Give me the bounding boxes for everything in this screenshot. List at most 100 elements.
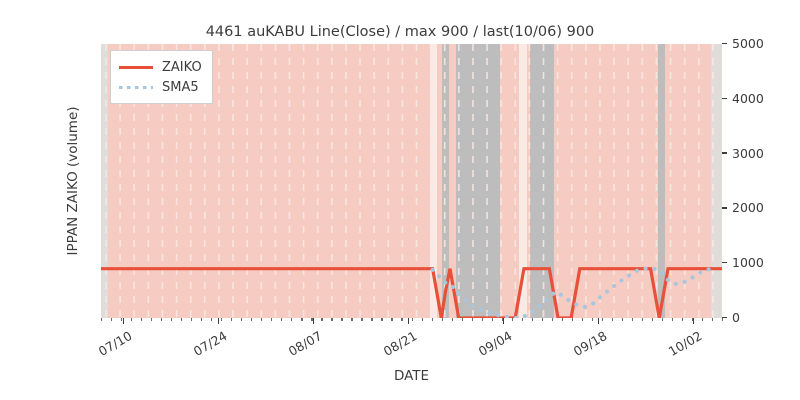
x-axis-minor-tick xyxy=(271,318,273,322)
x-axis-minor-tick xyxy=(191,318,193,322)
x-axis-minor-tick xyxy=(391,318,393,322)
x-axis-minor-tick xyxy=(531,318,533,322)
sma5-line-swatch-icon xyxy=(119,81,153,93)
x-axis-tick-label: 09/18 xyxy=(570,328,610,360)
y-tick-mark xyxy=(722,42,727,45)
x-axis-minor-tick xyxy=(181,318,183,322)
y-axis: 0 1000 2000 3000 4000 5000 xyxy=(722,37,792,325)
x-axis-tick-label: 08/07 xyxy=(285,328,325,360)
x-axis-minor-tick xyxy=(261,318,263,322)
x-axis-minor-tick xyxy=(251,318,253,322)
x-axis-minor-tick xyxy=(651,318,654,322)
x-axis-minor-tick xyxy=(341,318,343,322)
x-axis-minor-tick xyxy=(631,318,634,322)
x-axis-minor-tick xyxy=(591,318,593,322)
x-axis-minor-tick xyxy=(681,318,684,322)
x-axis-minor-tick xyxy=(151,318,153,322)
x-axis-minor-tick xyxy=(411,318,413,322)
chart-title: 4461 auKABU Line(Close) / max 900 / last… xyxy=(205,24,595,40)
x-axis-minor-tick xyxy=(601,318,603,322)
x-axis-major-tick xyxy=(217,318,220,324)
x-axis-title: DATE xyxy=(393,368,430,384)
y-tick-mark xyxy=(722,261,727,264)
shaded-band xyxy=(658,44,666,318)
shaded-band xyxy=(101,44,109,318)
series-sma5 xyxy=(430,266,715,318)
x-axis-minor-tick xyxy=(621,318,624,322)
y-tick-mark xyxy=(722,316,727,319)
x-axis-minor-tick xyxy=(481,318,483,322)
x-axis-minor-tick xyxy=(111,318,113,322)
x-axis-major-tick xyxy=(122,318,125,324)
x-axis: 07/10 07/24 08/07 08/21 09/04 09/18 10/02 xyxy=(96,318,724,378)
shaded-band xyxy=(456,44,501,318)
x-axis-minor-tick xyxy=(421,318,423,322)
x-axis-major-tick xyxy=(407,318,410,324)
x-axis-minor-tick xyxy=(171,318,173,322)
shaded-band xyxy=(441,44,450,318)
series-lines xyxy=(101,266,722,318)
x-axis-minor-tick xyxy=(461,318,463,322)
x-axis-minor-tick xyxy=(561,318,563,322)
x-axis-major-tick xyxy=(692,318,695,324)
y-tick-label: 4000 xyxy=(732,90,764,106)
y-tick-label: 1000 xyxy=(732,255,764,271)
shaded-band xyxy=(530,44,554,318)
x-axis-minor-tick xyxy=(491,318,493,322)
x-axis-tick-label: 09/04 xyxy=(475,328,515,360)
y-axis-tick: 4000 xyxy=(722,90,764,106)
shaded-band xyxy=(518,44,527,318)
x-axis-minor-tick xyxy=(691,318,694,322)
x-axis-minor-tick xyxy=(311,318,313,322)
chart-legend: ZAIKO SMA5 xyxy=(110,50,213,104)
x-axis-minor-tick xyxy=(711,318,714,322)
shaded-band xyxy=(430,44,437,318)
y-tick-label: 3000 xyxy=(732,145,764,161)
x-axis-minor-tick xyxy=(551,318,553,322)
x-axis-minor-tick xyxy=(541,318,543,322)
x-axis-minor-tick xyxy=(441,318,443,322)
x-axis-minor-tick xyxy=(161,318,163,322)
x-axis-minor-tick xyxy=(141,318,143,322)
legend-item-sma5: SMA5 xyxy=(119,77,202,97)
y-axis-tick: 2000 xyxy=(722,201,764,215)
x-axis-minor-tick xyxy=(401,318,403,322)
x-axis-minor-tick xyxy=(641,318,644,322)
zaiko-line-swatch-icon xyxy=(119,61,153,73)
x-axis-minor-tick xyxy=(351,318,353,322)
x-axis-tick-label: 10/02 xyxy=(665,328,705,360)
x-axis-minor-tick xyxy=(361,318,363,322)
x-axis-minor-tick xyxy=(241,318,243,322)
x-axis-minor-tick xyxy=(371,318,373,322)
x-axis-minor-tick xyxy=(231,318,233,322)
x-axis-tick-label: 08/21 xyxy=(380,328,420,360)
x-axis-minor-tick xyxy=(701,318,704,322)
x-axis-major-tick xyxy=(597,318,600,324)
y-tick-label: 0 xyxy=(732,310,740,325)
x-axis-minor-tick xyxy=(501,318,503,322)
legend-item-zaiko: ZAIKO xyxy=(119,57,202,77)
x-axis-major-tick xyxy=(502,318,505,324)
legend-label-sma5: SMA5 xyxy=(162,79,199,95)
x-axis-minor-tick xyxy=(131,318,133,322)
y-axis-tick: 0 xyxy=(722,311,740,325)
x-axis-minor-tick xyxy=(571,318,573,322)
x-axis-minor-tick xyxy=(581,318,583,322)
y-axis-title: IPPAN ZAIKO (volume) xyxy=(62,44,84,318)
y-tick-label: 5000 xyxy=(732,36,764,51)
x-axis-minor-tick xyxy=(722,318,724,322)
y-tick-mark xyxy=(722,97,727,100)
y-tick-mark xyxy=(722,152,727,154)
y-axis-title-label: IPPAN ZAIKO (volume) xyxy=(65,106,81,256)
shaded-band xyxy=(710,44,722,318)
x-axis-tick-label: 07/10 xyxy=(95,328,135,360)
x-axis-major-tick xyxy=(312,318,315,324)
x-axis-minor-tick xyxy=(331,318,333,322)
x-axis-minor-tick xyxy=(471,318,473,322)
y-axis-tick: 5000 xyxy=(722,37,764,51)
x-axis-minor-tick xyxy=(451,318,453,322)
x-axis-minor-tick xyxy=(671,318,674,322)
x-axis-minor-tick xyxy=(431,318,433,322)
y-tick-mark xyxy=(722,207,727,209)
